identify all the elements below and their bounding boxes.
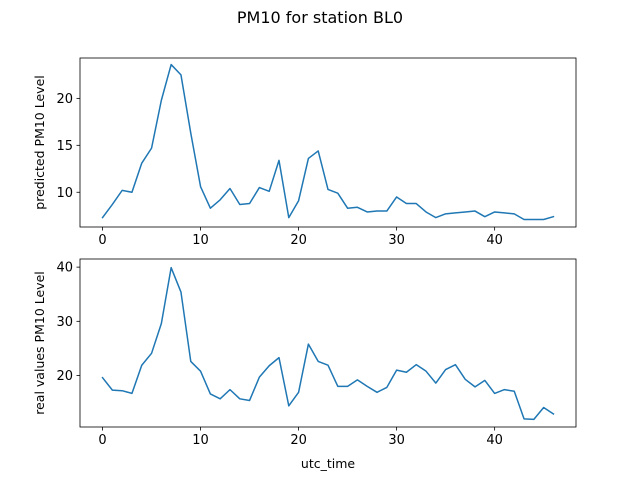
series-line: [101, 63, 555, 221]
x-tick-label: 40: [486, 233, 503, 248]
x-tick-label: 10: [192, 233, 209, 248]
y-axis-label: real values PM10 Level: [32, 271, 47, 415]
axes-frame: [79, 57, 577, 228]
subplot-predicted: 0 10 20 30 40 10 15 20 predicted PM10 Level: [32, 57, 577, 248]
figure-title: PM10 for station BL0: [237, 8, 403, 27]
x-tick-label: 20: [290, 433, 307, 448]
y-axis-label: predicted PM10 Level: [32, 75, 47, 209]
x-tick-label: 0: [98, 233, 106, 248]
x-tick-label: 10: [192, 433, 209, 448]
x-tick-label: 40: [486, 433, 503, 448]
y-tick-label: 10: [56, 186, 73, 201]
x-tick-label: 0: [98, 433, 106, 448]
y-tick-label: 15: [56, 139, 73, 154]
subplot-real: 0 10 20 30 40 20 30 40 real values PM10 Level utc…: [32, 258, 577, 471]
series-line: [101, 266, 555, 421]
axes-frame: [79, 258, 577, 428]
y-tick-label: 20: [56, 369, 73, 384]
x-axis-label: utc_time: [301, 456, 355, 471]
x-tick-label: 30: [388, 433, 405, 448]
x-tick-label: 30: [388, 233, 405, 248]
x-tick-label: 20: [290, 233, 307, 248]
y-tick-label: 40: [56, 261, 73, 276]
y-tick-label: 20: [56, 92, 73, 107]
y-tick-label: 30: [56, 315, 73, 330]
